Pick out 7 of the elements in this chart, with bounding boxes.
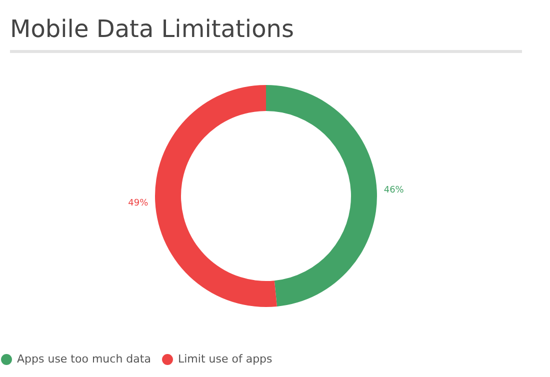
legend-label: Limit use of apps	[178, 352, 273, 366]
chart-title: Mobile Data Limitations	[10, 14, 295, 44]
data-label: 46%	[384, 186, 404, 196]
data-label: 49%	[128, 198, 149, 208]
donut-slice	[266, 85, 377, 306]
donut-slice	[155, 85, 277, 307]
legend-label: Apps use too much data	[17, 352, 151, 366]
